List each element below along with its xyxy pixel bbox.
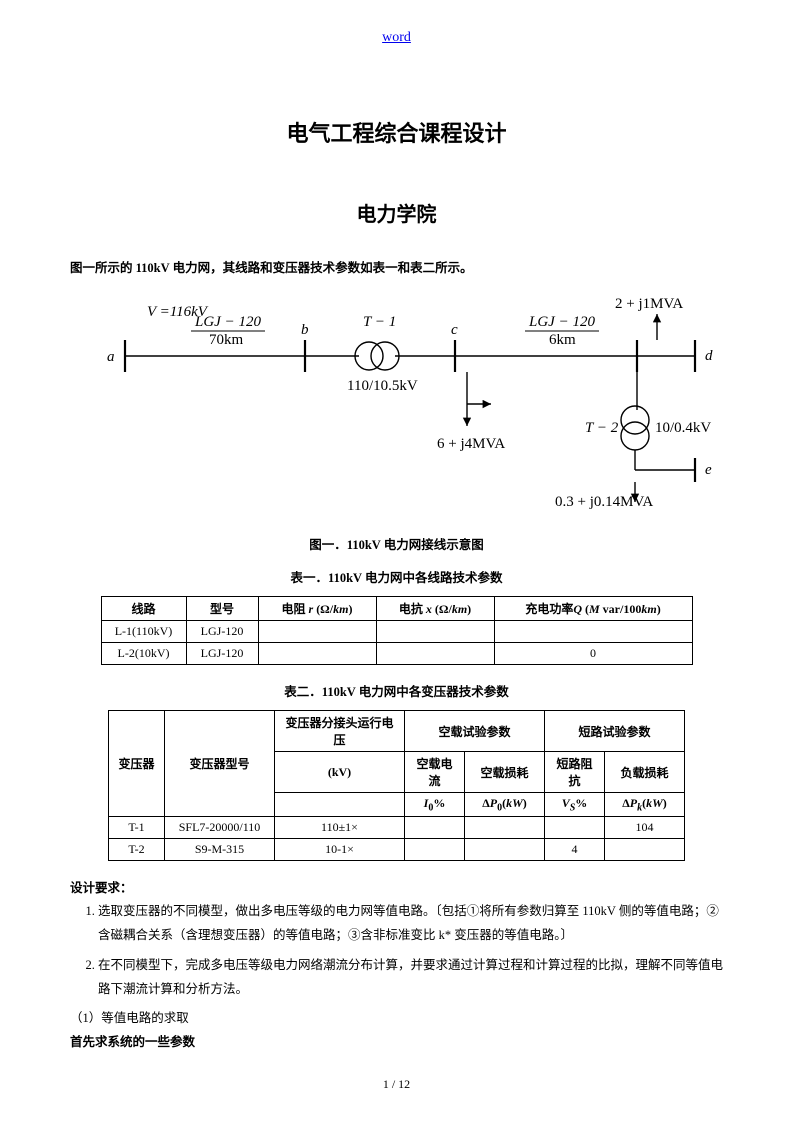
column-header: 空载电流 (405, 752, 465, 793)
requirements-head: 设计要求： (70, 877, 723, 896)
table-cell (605, 839, 685, 861)
column-header: 空载损耗 (465, 752, 545, 793)
page-title: 电气工程综合课程设计 (70, 116, 723, 148)
sub-step-1: （1）等值电路的求取 (70, 1007, 723, 1031)
table-cell (405, 839, 465, 861)
svg-text:2 + j1MVA: 2 + j1MVA (615, 296, 683, 312)
column-header: 型号 (186, 597, 258, 621)
header-link[interactable]: word (70, 30, 723, 46)
column-header: 线路 (101, 597, 186, 621)
svg-text:70km: 70km (209, 332, 244, 348)
column-header: 变压器型号 (165, 711, 275, 817)
table2-title: 表二．110kV 电力网中各变压器技术参数 (70, 681, 723, 700)
table-cell (465, 839, 545, 861)
table-cell: S9-M-315 (165, 839, 275, 861)
svg-text:e: e (705, 462, 712, 478)
column-header: 变压器 (109, 711, 165, 817)
svg-text:6km: 6km (549, 332, 576, 348)
column-header (275, 793, 405, 817)
list-item: 选取变压器的不同模型，做出多电压等级的电力网等值电路。〔包括①将所有参数归算至 … (98, 900, 723, 948)
column-header: ΔPk(kW) (605, 793, 685, 817)
requirements-list: 选取变压器的不同模型，做出多电压等级的电力网等值电路。〔包括①将所有参数归算至 … (70, 900, 723, 1001)
column-header: 电阻 r (Ω/km) (258, 597, 376, 621)
svg-text:T − 1: T − 1 (363, 314, 396, 330)
sub-step-2: 首先求系统的一些参数 (70, 1031, 723, 1055)
column-header: 空载试验参数 (405, 711, 545, 752)
svg-text:c: c (451, 322, 458, 338)
svg-text:LGJ − 120: LGJ − 120 (528, 314, 595, 330)
table2: 变压器变压器型号变压器分接头运行电压空载试验参数短路试验参数 (kV)空载电流空载… (108, 710, 685, 861)
table-cell: LGJ-120 (186, 621, 258, 643)
list-item: 在不同模型下，完成多电压等级电力网络潮流分布计算，并要求通过计算过程和计算过程的… (98, 954, 723, 1002)
table-cell: T-1 (109, 817, 165, 839)
table-cell: 4 (545, 839, 605, 861)
column-header: 负载损耗 (605, 752, 685, 793)
table-cell (545, 817, 605, 839)
svg-text:b: b (301, 322, 309, 338)
svg-text:a: a (107, 349, 115, 365)
svg-text:10/0.4kV: 10/0.4kV (655, 420, 711, 436)
table-cell: 0 (494, 643, 692, 665)
table1: 线路型号电阻 r (Ω/km)电抗 x (Ω/km)充电功率Q (M var/1… (101, 596, 693, 665)
svg-text:T − 2: T − 2 (585, 420, 619, 436)
column-header: 电抗 x (Ω/km) (376, 597, 494, 621)
table-cell: SFL7-20000/110 (165, 817, 275, 839)
column-header: ΔP0(kW) (465, 793, 545, 817)
svg-text:110/10.5kV: 110/10.5kV (347, 378, 418, 394)
table-cell: 104 (605, 817, 685, 839)
table1-title: 表一．110kV 电力网中各线路技术参数 (70, 567, 723, 586)
table-cell (258, 621, 376, 643)
column-header: I0% (405, 793, 465, 817)
table-cell: 10-1× (275, 839, 405, 861)
svg-text:d: d (705, 348, 713, 364)
table-cell (465, 817, 545, 839)
circuit-diagram: aV =116kVLGJ − 12070kmbT − 1110/10.5kVc6… (77, 288, 717, 518)
svg-text:6 + j4MVA: 6 + j4MVA (437, 436, 505, 452)
subtitle: 电力学院 (70, 198, 723, 227)
table-cell (376, 621, 494, 643)
table-cell (494, 621, 692, 643)
table-cell: L-2(10kV) (101, 643, 186, 665)
page-footer: 1 / 12 (0, 1077, 793, 1092)
table-cell: T-2 (109, 839, 165, 861)
column-header: 短路阻抗 (545, 752, 605, 793)
intro-paragraph: 图一所示的 110kV 电力网，其线路和变压器技术参数如表一和表二所示。 (70, 257, 723, 276)
svg-text:LGJ − 120: LGJ − 120 (194, 314, 261, 330)
table-cell (405, 817, 465, 839)
table-cell: LGJ-120 (186, 643, 258, 665)
column-header: 变压器分接头运行电压 (275, 711, 405, 752)
table-cell (258, 643, 376, 665)
table-cell: L-1(110kV) (101, 621, 186, 643)
column-header: (kV) (275, 752, 405, 793)
table-cell (376, 643, 494, 665)
figure1-caption: 图一．110kV 电力网接线示意图 (70, 534, 723, 553)
column-header: VS% (545, 793, 605, 817)
column-header: 充电功率Q (M var/100km) (494, 597, 692, 621)
column-header: 短路试验参数 (545, 711, 685, 752)
table-cell: 110±1× (275, 817, 405, 839)
svg-text:0.3 + j0.14MVA: 0.3 + j0.14MVA (555, 494, 653, 510)
